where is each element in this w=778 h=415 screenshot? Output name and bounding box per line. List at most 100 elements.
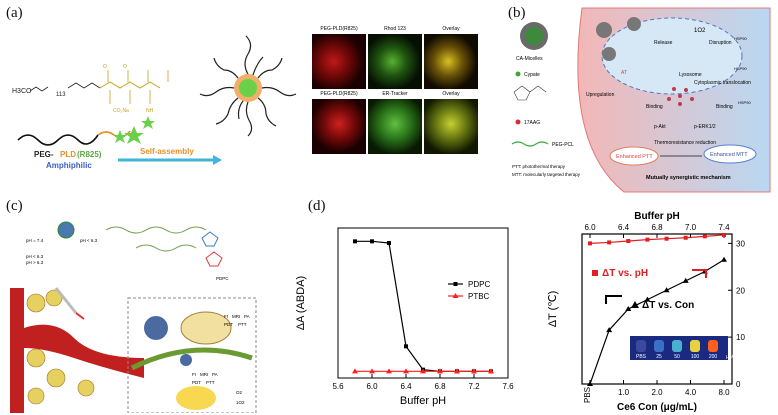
y-axis-label: ΔT (℃) (547, 291, 559, 328)
data-point (644, 296, 651, 302)
top-tick-label: 7.0 (685, 223, 697, 232)
img-label-r2c3: Overlay (442, 91, 460, 97)
cell-image-r1c3 (424, 34, 478, 89)
top-tick-label: 7.4 (718, 223, 730, 232)
data-point (404, 344, 408, 349)
legend-label: PTBC (468, 292, 490, 301)
series-line (589, 234, 725, 244)
legend-peg-pcl: PEG-PCL (552, 142, 574, 148)
term-cytoplasmic: Cytoplasmic translocation (694, 80, 751, 86)
term-thermoresistance: Thermoresistance reduction (654, 140, 716, 146)
x-axis-label: Buffer pH (400, 395, 446, 407)
inset-vial (654, 340, 664, 352)
c-ph-lt63-a: pH < 6.3 (80, 238, 98, 243)
data-point (437, 368, 443, 374)
top-axis-title: Buffer pH (634, 211, 680, 222)
polymer-name-prefix: PEG- (34, 150, 54, 159)
c-fi-1: FI (224, 314, 228, 319)
data-point (370, 239, 374, 244)
legend-cypate: Cypate (524, 72, 540, 78)
c-ph-74: pH = 7.4 (26, 238, 44, 243)
panel-b-label: (b) (508, 5, 526, 21)
term-1o2: 1O2 (694, 28, 706, 34)
legend-marker (592, 270, 598, 276)
x-tick-label: 6.8 (434, 382, 446, 391)
data-point (588, 241, 592, 246)
term-synergistic: Mutually synergistic mechanism (646, 175, 731, 181)
data-point (420, 368, 426, 374)
term-release: Release (654, 40, 673, 46)
img-label-r2c2: ER-Tracker (382, 91, 408, 97)
data-point (664, 236, 669, 241)
data-point (683, 235, 688, 240)
top-tick-label: 6.8 (651, 223, 663, 232)
polymer-name-suffix: (R825) (77, 150, 102, 159)
data-point (386, 368, 392, 374)
y-tick-label: 20 (736, 286, 745, 295)
plot-frame (337, 227, 509, 379)
c-ptt-1: PTT (238, 322, 247, 327)
data-point (607, 240, 612, 245)
data-point (352, 368, 358, 374)
c-mri-2: MRI (200, 372, 208, 377)
inset-label: 100 (691, 354, 700, 360)
svg-text:CO₂Na: CO₂Na (113, 108, 129, 114)
term-lysosome: Lysosome (679, 72, 702, 78)
panel-c-scheme: pH = 7.4 pH < 6.3 pH < 6.3 pH > 6.3 PDPC… (10, 221, 257, 413)
x-tick-label: 6.4 (400, 382, 412, 391)
cell-image-r2c3 (424, 99, 478, 154)
y-tick-label: 10 (736, 333, 745, 342)
self-assembly-label: Self-assembly (140, 147, 194, 156)
img-label-r1c1: PEG-PLD(R825) (320, 26, 358, 32)
imaging-row-2: PEG-PLD(R825) ER-Tracker Overlay (312, 91, 480, 154)
data-point (587, 381, 593, 386)
svg-text:NH: NH (146, 108, 154, 114)
term-binding-1: Binding (646, 104, 663, 110)
c-1o2: 1O2 (236, 400, 245, 405)
x-tick-label: 8.0 (718, 388, 730, 397)
c-pa-2: PA (212, 372, 218, 377)
data-point (645, 237, 650, 242)
data-point (606, 327, 613, 333)
inset-vial (708, 340, 718, 352)
x-tick-label: 5.6 (332, 382, 344, 391)
series-line-pdpc (355, 240, 491, 372)
polymer-repeat-n: 113 (56, 92, 66, 98)
c-o2: O2 (236, 390, 243, 395)
svg-text:O: O (123, 64, 127, 70)
legend-marker (453, 282, 458, 286)
legend-label: ΔT vs. Con (642, 300, 694, 311)
term-binding-2: Binding (716, 104, 733, 110)
top-tick-label: 6.0 (584, 223, 596, 232)
term-perk: p-ERK1/2 (694, 124, 716, 130)
term-upregulation: Upregulation (586, 92, 615, 98)
term-at: AT (621, 70, 627, 76)
c-ph-lt63-b: pH < 6.3 (26, 254, 44, 259)
legend-label: ΔT vs. pH (602, 268, 648, 279)
legend-marker (631, 301, 639, 308)
inset-label: 25 (656, 354, 662, 360)
data-point (721, 256, 727, 262)
data-point (454, 368, 460, 374)
chart-deltaT: Buffer pH 6.0 6.4 6.8 7.0 7.4 PBS 1.0 2.0 4.0 8.0 C… (547, 211, 745, 413)
svg-text:O: O (103, 64, 107, 70)
panel-b-mechanism: CA-Micelles Cypate 17AAG PEG-PCL PTT: ph… (511, 7, 771, 193)
x-axis-label: Ce6 Con (μg/mL) (617, 402, 697, 413)
x-tick-label: 7.6 (502, 382, 514, 391)
micelle-illustration (199, 35, 297, 137)
data-point (471, 368, 477, 374)
cell-image-r1c1 (312, 34, 366, 89)
data-point (625, 306, 632, 311)
y-axis-label: ΔA (ABDA) (295, 276, 307, 330)
x-tick-label: 4.0 (685, 388, 697, 397)
c-mri-1: MRI (232, 314, 240, 319)
arrow-to-left-axis (605, 295, 622, 304)
series-line (589, 259, 725, 385)
cell-image-r1c2 (368, 34, 422, 89)
chart-abda-vs-ph: 5.6 6.0 6.4 6.8 7.2 7.6 Buffer pH ΔA (ABDA) PDPC… (295, 227, 514, 407)
panel-d-label: (d) (308, 198, 326, 214)
arrow-to-right-axis (692, 269, 707, 278)
c-pdt-1: PDT (224, 322, 233, 327)
data-point (702, 234, 707, 239)
data-point (626, 239, 631, 244)
